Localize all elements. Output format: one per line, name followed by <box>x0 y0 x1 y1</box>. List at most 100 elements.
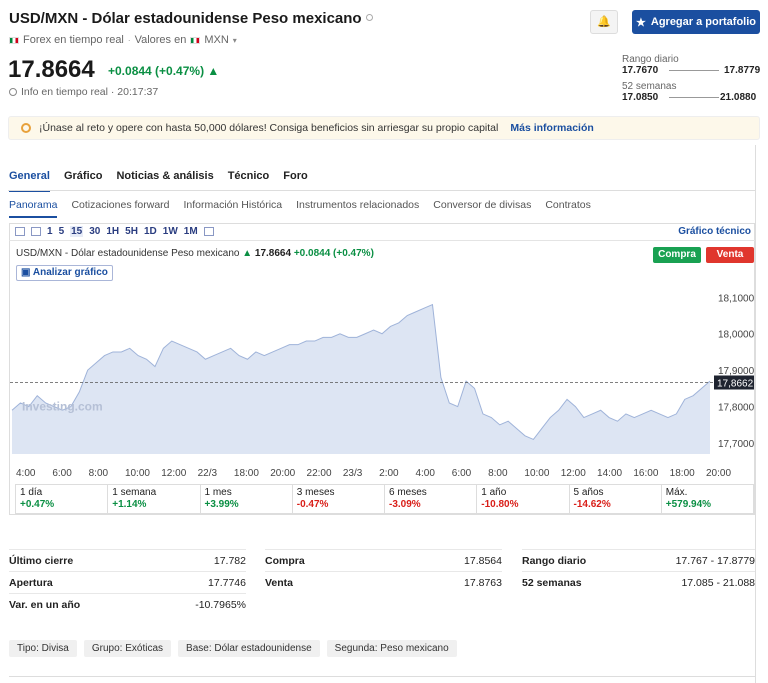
stat-value: 17.782 <box>213 555 246 567</box>
promo-link[interactable]: Más información <box>510 122 594 134</box>
stat-value: 17.8763 <box>464 577 502 589</box>
tag-chip[interactable]: Segunda: Peso mexicano <box>326 640 457 657</box>
price-change: +0.0844 (+0.47%) ▲ <box>108 64 220 78</box>
stat-row: Apertura 17.7746 <box>9 571 246 593</box>
x-tick-label: 22:00 <box>307 468 332 479</box>
weeks-range-low: 17.0850 <box>622 92 659 103</box>
mexico-flag-icon <box>190 36 201 44</box>
info-icon[interactable] <box>365 14 373 21</box>
x-tick-label: 4:00 <box>415 468 435 479</box>
stat-row: Venta 17.8763 <box>265 571 502 593</box>
interval-1m[interactable]: 1M <box>183 226 198 237</box>
stat-value: 17.767 - 17.8779 <box>675 555 755 567</box>
stat-value: 17.8564 <box>464 555 502 567</box>
tab-news[interactable]: Noticias & análisis <box>116 170 214 182</box>
interval-1w[interactable]: 1W <box>162 226 178 237</box>
performance-cell: 3 meses -0.47% <box>293 485 385 513</box>
add-portfolio-button[interactable]: ★ Agregar a portafolio <box>632 10 760 34</box>
weeks-range-bar <box>669 97 719 98</box>
subtab-historical[interactable]: Información Histórica <box>183 199 283 211</box>
subtab-converter[interactable]: Conversor de divisas <box>433 199 532 211</box>
promo-text: ¡Únase al reto y opere con hasta 50,000 … <box>39 122 499 134</box>
stats-col-3: Rango diario 17.767 - 17.8779 52 semanas 17… <box>522 549 755 593</box>
x-tick-label: 18:00 <box>670 468 695 479</box>
x-tick-label: 23/3 <box>343 468 363 479</box>
interval-5[interactable]: 5 <box>58 226 65 237</box>
price-chart[interactable]: Investing.com 17,8662 18,1000 18,0000 17,900… <box>10 282 754 482</box>
technical-chart-link[interactable]: Gráfico técnico <box>678 226 751 237</box>
tab-general[interactable]: General <box>9 170 50 192</box>
x-tick-label: 4:00 <box>16 468 36 479</box>
x-tick-label: 16:00 <box>633 468 658 479</box>
performance-label: Máx. <box>665 487 688 498</box>
divider <box>9 676 755 677</box>
price-line <box>11 303 711 441</box>
tag-chip[interactable]: Base: Dólar estadounidense <box>178 640 320 657</box>
candles-icon[interactable] <box>15 227 25 236</box>
performance-value: -14.62% <box>573 499 611 510</box>
interval-30[interactable]: 30 <box>89 226 101 237</box>
performance-value: -0.47% <box>296 499 329 510</box>
stat-label: 52 semanas <box>522 577 582 589</box>
performance-value: -3.09% <box>389 499 421 510</box>
performance-cell: 1 año -10.80% <box>477 485 570 513</box>
tag-chip[interactable]: Tipo: Divisa <box>9 640 77 657</box>
stat-value: -10.7965% <box>195 599 246 611</box>
interval-1[interactable]: 1 <box>47 226 53 237</box>
weeks-range-label: 52 semanas <box>622 81 677 92</box>
x-tick-label: 18:00 <box>234 468 259 479</box>
subtab-related[interactable]: Instrumentos relacionados <box>296 199 420 211</box>
performance-label: 1 día <box>20 487 43 498</box>
performance-cell: 5 años -14.62% <box>570 485 662 513</box>
tab-forum[interactable]: Foro <box>283 170 308 182</box>
last-price-marker <box>714 375 754 390</box>
interval-1h[interactable]: 1H <box>106 226 120 237</box>
currency-select[interactable]: MXN <box>204 34 229 46</box>
subtab-contracts[interactable]: Contratos <box>545 199 591 211</box>
x-tick-label: 2:00 <box>379 468 399 479</box>
market-info-row: Forex en tiempo real · Valores en MXN ▾ <box>9 34 237 46</box>
interval-15[interactable]: 15 <box>70 226 84 237</box>
stat-label: Apertura <box>9 577 53 589</box>
daily-range-bar <box>669 70 719 71</box>
stat-label: Rango diario <box>522 555 587 567</box>
chart-container <box>9 223 755 515</box>
tags-row: Tipo: Divisa Grupo: Exóticas Base: Dólar e… <box>9 640 457 657</box>
chart-instrument-name: USD/MXN - Dólar estadounidense Peso mexi… <box>16 248 240 259</box>
subtab-forward[interactable]: Cotizaciones forward <box>71 199 170 211</box>
x-tick-label: 8:00 <box>89 468 109 479</box>
promo-banner: ¡Únase al reto y opere con hasta 50,000 … <box>8 116 760 140</box>
stat-value: 17.085 - 21.088 <box>681 577 755 589</box>
stat-row: Compra 17.8564 <box>265 549 502 571</box>
daily-range-high: 17.8779 <box>724 65 761 76</box>
performance-label: 6 meses <box>389 487 427 498</box>
performance-label: 5 años <box>573 487 604 498</box>
interval-5h[interactable]: 5H <box>125 226 138 237</box>
calendar-icon[interactable] <box>203 227 214 236</box>
daily-range-label: Rango diario <box>622 54 679 65</box>
buy-button[interactable]: Compra <box>653 247 701 263</box>
chevron-down-icon[interactable]: ▾ <box>232 35 237 45</box>
tag-chip[interactable]: Grupo: Exóticas <box>83 640 172 657</box>
y-tick-label: 18,1000 <box>718 293 754 304</box>
sell-button[interactable]: Venta <box>706 247 754 263</box>
stat-label: Último cierre <box>9 555 74 567</box>
tab-chart[interactable]: Gráfico <box>63 170 103 182</box>
stat-label: Var. en un año <box>9 599 81 611</box>
x-tick-label: 20:00 <box>270 468 295 479</box>
chart-icon: ▣ <box>21 267 33 278</box>
interval-1d[interactable]: 1D <box>143 226 157 237</box>
area-chart-icon[interactable] <box>31 227 41 236</box>
divider <box>8 190 755 191</box>
tab-technical[interactable]: Técnico <box>227 170 270 182</box>
stat-label: Compra <box>265 555 305 567</box>
realtime-info: Info en tiempo real · 20:17:37 <box>9 86 158 98</box>
star-icon: ★ <box>636 16 646 29</box>
subtab-overview[interactable]: Panorama <box>9 199 58 218</box>
stat-row: Último cierre 17.782 <box>9 549 246 571</box>
dot-separator: · <box>127 35 131 45</box>
sub-tabs: Panorama Cotizaciones forward Informació… <box>9 199 605 218</box>
alert-button[interactable]: 🔔 <box>590 10 618 34</box>
x-tick-label: 10:00 <box>125 468 150 479</box>
analyze-chart-button[interactable]: ▣ Analizar gráfico <box>16 265 113 281</box>
